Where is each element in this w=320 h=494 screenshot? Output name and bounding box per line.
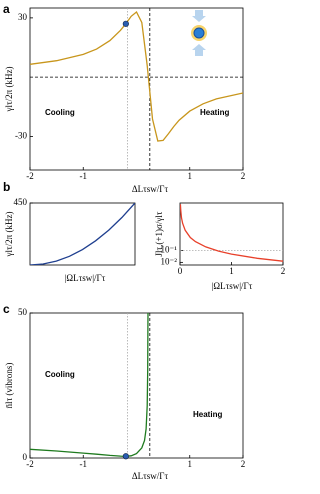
annotation: Heating [193, 410, 222, 419]
x-tick-label: 1 [188, 459, 193, 469]
plot-frame [29, 7, 244, 171]
y-tick-label: 450 [14, 197, 28, 207]
y-tick-label: 0 [23, 452, 28, 462]
annotation: Cooling [45, 370, 75, 379]
y-axis-label: γlτ/2π (kHz) [4, 212, 14, 258]
y-axis-label: Jlτ,(+1)σ/γlτ [154, 211, 164, 256]
plot-frame [29, 312, 244, 459]
x-axis-label: |ΩLτsw|/Γτ [65, 273, 106, 283]
level-icon [191, 10, 207, 56]
x-axis-label: ΔLτsw/Γτ [132, 184, 169, 194]
y-axis-label: n̄lτ (vibrons) [4, 363, 14, 409]
y-axis-label: γlτ/2π (kHz) [4, 67, 14, 113]
y-tick-label: -30 [15, 130, 27, 140]
panel-label: a [3, 2, 10, 16]
arrow-up [192, 44, 206, 56]
atom [193, 27, 205, 39]
marker-point [122, 20, 129, 27]
y-tick-label: 10⁻¹ [161, 245, 178, 255]
panel-label: b [3, 180, 10, 194]
data-line [30, 10, 243, 142]
x-tick-label: -1 [80, 459, 88, 469]
data-line [180, 204, 283, 262]
y-tick-label: 30 [18, 12, 28, 22]
data-line [30, 313, 149, 457]
x-tick-label: 1 [188, 171, 193, 181]
annotation: Cooling [45, 108, 75, 117]
x-tick-label: 2 [281, 266, 286, 276]
y-tick-label: 10⁻² [161, 256, 178, 266]
x-tick-label: 2 [241, 171, 246, 181]
x-tick-label: 2 [241, 459, 246, 469]
data-line [30, 203, 135, 265]
y-tick-label: 50 [18, 307, 28, 317]
annotation: Heating [200, 108, 229, 117]
plot-frame [179, 202, 284, 266]
panel-label: c [3, 302, 10, 316]
x-axis-label: |ΩLτsw|/Γτ [212, 281, 253, 291]
x-tick-label: 0 [178, 266, 183, 276]
x-axis-label: ΔLτsw/Γτ [132, 471, 169, 481]
x-tick-label: 1 [229, 266, 234, 276]
x-tick-label: -2 [26, 459, 34, 469]
plot-frame [29, 202, 136, 266]
x-tick-label: -2 [26, 171, 34, 181]
x-tick-label: -1 [80, 171, 88, 181]
marker-point [122, 453, 129, 460]
arrow-down [192, 10, 206, 22]
figure: a -2 -1 1 2 -30 30 ΔLτsw/Γτ γlτ/2π (kHz) Cooling H… [3, 2, 286, 481]
